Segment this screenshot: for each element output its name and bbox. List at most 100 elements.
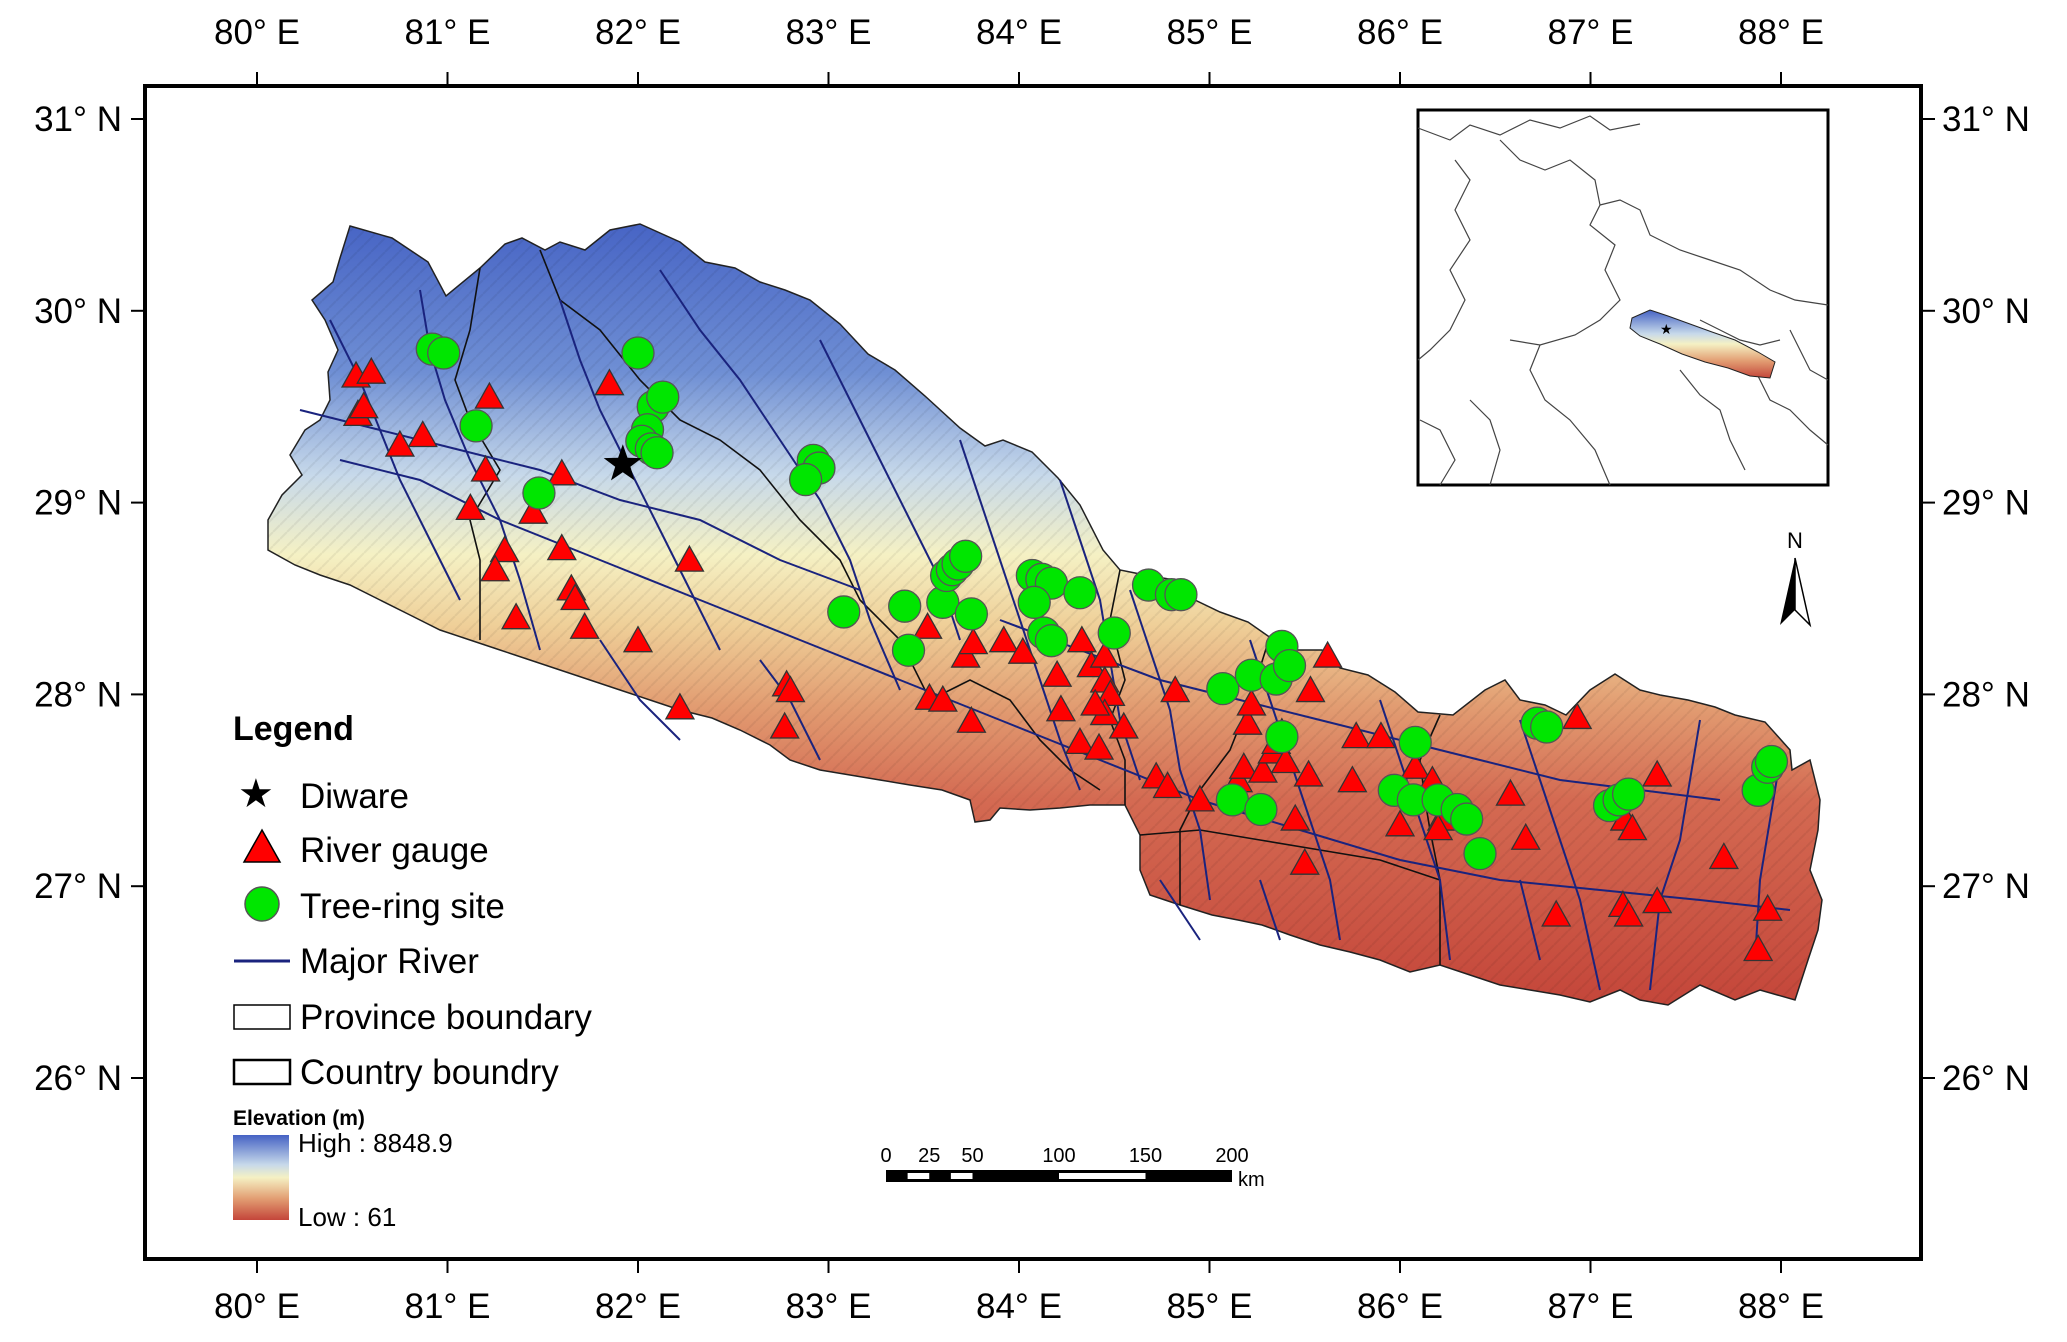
north-arrow[interactable]: N <box>1780 528 1812 628</box>
river-gauge-marker[interactable] <box>1365 721 1397 749</box>
river-gauge-marker[interactable] <box>594 368 625 396</box>
river-gauge-marker[interactable] <box>1236 688 1267 716</box>
river-gauge-marker[interactable] <box>988 625 1019 653</box>
tree-ring-site-marker[interactable] <box>646 380 680 414</box>
river-gauge-marker[interactable] <box>1541 899 1572 927</box>
river-gauge-marker[interactable] <box>1743 934 1774 962</box>
river-gauge-marker[interactable] <box>348 391 379 419</box>
river-gauge-marker[interactable] <box>1184 784 1216 812</box>
tree-ring-site-marker[interactable] <box>1034 624 1069 658</box>
tree-ring-site-marker[interactable] <box>1450 802 1484 836</box>
tree-ring-site-marker[interactable] <box>949 539 983 573</box>
river-gauge-marker[interactable] <box>622 625 654 653</box>
river-gauge-marker[interactable] <box>1080 688 1111 716</box>
river-gauge-marker[interactable] <box>356 356 387 384</box>
river-gauge-marker[interactable] <box>1247 755 1278 783</box>
river-gauge-marker[interactable] <box>1083 732 1115 760</box>
river-gauge-marker[interactable] <box>1152 771 1183 799</box>
tree-ring-site-marker[interactable] <box>1244 792 1278 827</box>
river-gauge-marker[interactable] <box>1510 822 1541 850</box>
river-gauge-marker[interactable] <box>1642 759 1673 787</box>
tree-ring-site-marker[interactable] <box>1530 710 1564 744</box>
river-gauge-marker[interactable] <box>1066 625 1097 653</box>
river-gauge-marker[interactable] <box>500 602 532 630</box>
tree-ring-site-marker[interactable] <box>891 633 926 667</box>
legend-title: Legend <box>233 710 354 748</box>
tree-ring-site-marker[interactable] <box>1265 719 1299 754</box>
tree-ring-site-marker[interactable] <box>1463 836 1497 871</box>
river-gauge-marker[interactable] <box>474 381 505 409</box>
tree-ring-site-marker[interactable] <box>1164 578 1198 612</box>
river-gauge-marker[interactable] <box>518 496 549 524</box>
river-gauge-marker[interactable] <box>674 544 705 572</box>
river-gauge-marker[interactable] <box>546 533 577 561</box>
river-gauge-marker[interactable] <box>384 429 415 457</box>
river-gauge-marker[interactable] <box>489 535 520 563</box>
river-gauge-marker[interactable] <box>407 420 438 448</box>
river-gauge-marker[interactable] <box>1108 711 1139 739</box>
river-gauge-marker[interactable] <box>1422 813 1454 841</box>
river-gauge-marker[interactable] <box>1400 751 1431 779</box>
tree-ring-site-marker[interactable] <box>427 336 461 370</box>
river-gauge-marker[interactable] <box>1045 694 1077 722</box>
river-gauge-marker[interactable] <box>1041 659 1073 687</box>
river-gauge-marker[interactable] <box>1384 809 1416 837</box>
river-gauge-marker[interactable] <box>1228 751 1259 779</box>
tree-ring-site-marker[interactable] <box>1611 777 1646 811</box>
river-gauge-marker[interactable] <box>470 454 501 482</box>
tree-ring-site-marker[interactable] <box>640 436 674 470</box>
river-gauge-marker[interactable] <box>1095 679 1126 707</box>
tree-ring-site-marker[interactable] <box>1272 648 1307 683</box>
river-gauge-marker[interactable] <box>912 611 943 639</box>
river-gauge-marker[interactable] <box>1613 899 1644 927</box>
tree-ring-site-marker[interactable] <box>1754 744 1789 779</box>
river-gauge-marker[interactable] <box>958 627 989 655</box>
river-gauge-marker[interactable] <box>664 692 696 720</box>
river-gauge-marker[interactable] <box>1617 813 1648 841</box>
elevation-low-label: Low : 61 <box>298 1202 396 1232</box>
river-gauge-marker[interactable] <box>1007 636 1038 664</box>
river-gauge-marker[interactable] <box>1642 886 1673 914</box>
river-gauge-marker[interactable] <box>1293 759 1324 787</box>
tree-ring-site-marker[interactable] <box>1206 671 1240 706</box>
river-gauge-marker[interactable] <box>1341 721 1372 749</box>
tree-ring-site-marker[interactable] <box>827 595 861 629</box>
river-gauge-marker[interactable] <box>1562 702 1593 730</box>
river-gauge-marker[interactable] <box>480 554 511 582</box>
tree-ring-site-marker[interactable] <box>459 409 493 443</box>
river-gauge-marker[interactable] <box>1064 727 1096 754</box>
legend-item-river-gauge: River gauge <box>300 831 489 870</box>
tree-ring-site-marker[interactable] <box>788 462 823 497</box>
tree-ring-site-marker[interactable] <box>888 589 922 623</box>
river-gauge-marker[interactable] <box>1312 640 1343 668</box>
river-gauge-marker[interactable] <box>1752 893 1783 921</box>
river-gauge-marker[interactable] <box>546 458 577 486</box>
river-gauge-marker[interactable] <box>569 611 600 639</box>
tree-ring-site-marker[interactable] <box>1063 576 1097 610</box>
river-gauge-marker[interactable] <box>769 711 800 739</box>
diware-star-marker[interactable] <box>603 444 642 481</box>
river-gauge-marker[interactable] <box>1270 746 1301 774</box>
tree-ring-site-marker[interactable] <box>1215 783 1250 817</box>
river-gauge-marker[interactable] <box>956 705 987 733</box>
river-gauge-marker[interactable] <box>927 684 958 712</box>
river-gauge-marker[interactable] <box>1295 675 1326 703</box>
river-gauge-marker[interactable] <box>1232 707 1263 735</box>
legend-item-major-river: Major River <box>300 942 479 981</box>
tree-ring-site-marker[interactable] <box>621 336 655 370</box>
river-gauge-marker[interactable] <box>775 675 806 703</box>
tree-ring-site-marker[interactable] <box>522 476 556 510</box>
river-gauge-marker[interactable] <box>1708 842 1739 870</box>
river-gauge-marker[interactable] <box>455 493 486 521</box>
river-gauge-marker[interactable] <box>950 640 981 668</box>
river-gauge-marker[interactable] <box>1280 803 1311 831</box>
tree-ring-site-marker[interactable] <box>1398 725 1432 759</box>
river-gauge-marker[interactable] <box>560 583 591 611</box>
tree-ring-site-marker[interactable] <box>954 597 989 631</box>
river-gauge-marker[interactable] <box>1289 847 1320 875</box>
tree-ring-site-marker[interactable] <box>1097 616 1131 650</box>
tree-ring-site-marker[interactable] <box>1017 585 1051 619</box>
river-gauge-marker[interactable] <box>1337 765 1368 793</box>
river-gauge-marker[interactable] <box>1495 778 1526 806</box>
river-gauge-marker[interactable] <box>1160 675 1191 703</box>
